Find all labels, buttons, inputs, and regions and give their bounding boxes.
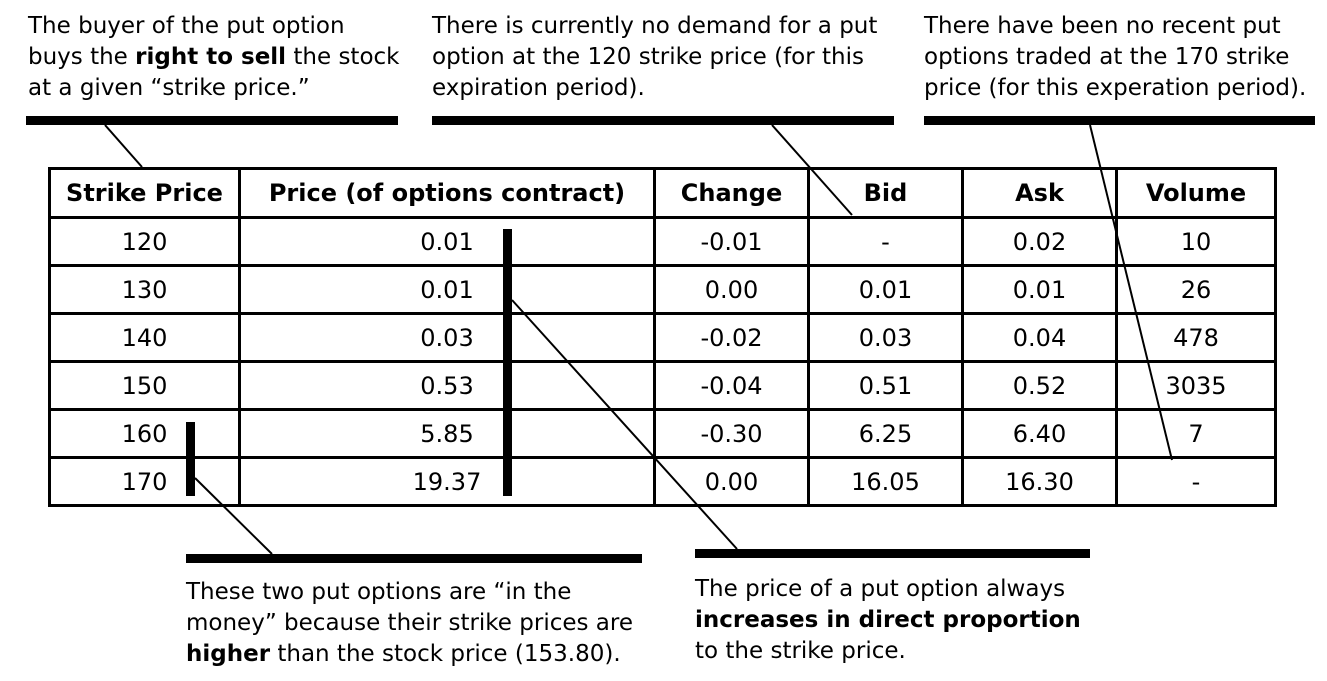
table-row: 130 0.01 0.00 0.01 0.01 26 (48, 264, 1277, 315)
table-row: 150 0.53 -0.04 0.51 0.52 3035 (48, 360, 1277, 411)
annotation-line: money” because their strike prices are (186, 610, 633, 636)
table-cell: 0.51 (807, 360, 964, 411)
table-cell: 6.40 (961, 408, 1118, 459)
callout-bar (924, 116, 1315, 125)
table-cell: 19.37 (238, 456, 656, 507)
annotation-text: than the stock price (153.80). (270, 641, 621, 667)
table-cell: 16.05 (807, 456, 964, 507)
annotation-put-buyer: The buyer of the put option buys the rig… (28, 11, 399, 104)
table-cell: 5.85 (238, 408, 656, 459)
column-header: Bid (807, 167, 964, 219)
table-cell: 16.30 (961, 456, 1118, 507)
table-row: 160 5.85 -0.30 6.25 6.40 7 (48, 408, 1277, 459)
table-cell: 3035 (1115, 360, 1277, 411)
annotation-line: The buyer of the put option (28, 13, 345, 39)
table-cell: 140 (48, 312, 241, 363)
column-header: Price (of options contract) (238, 167, 656, 219)
annotation-bold-text: increases in direct proportion (695, 607, 1081, 633)
table-cell: 160 (48, 408, 241, 459)
annotation-line: There have been no recent put (924, 13, 1281, 39)
table-header-row: Strike Price Price (of options contract)… (48, 167, 1277, 219)
annotation-line: increases in direct proportion (695, 605, 1081, 636)
table-cell: - (1115, 456, 1277, 507)
table-cell: 130 (48, 264, 241, 315)
table-cell: 0.01 (238, 216, 656, 267)
annotation-line: higher than the stock price (153.80). (186, 639, 633, 670)
annotation-line: buys the right to sell the stock (28, 42, 399, 73)
table-cell: -0.02 (653, 312, 810, 363)
table-cell: 0.00 (653, 264, 810, 315)
table-cell: 170 (48, 456, 241, 507)
table-cell: 0.03 (238, 312, 656, 363)
table-cell: -0.04 (653, 360, 810, 411)
table-cell: 0.02 (961, 216, 1118, 267)
table-cell: 0.01 (961, 264, 1118, 315)
annotation-text: buys the (28, 44, 136, 70)
annotation-line: price (for this experation period). (924, 75, 1307, 101)
price-column-bracket (503, 229, 512, 496)
column-header: Strike Price (48, 167, 241, 219)
annotation-in-the-money: These two put options are “in the money”… (186, 577, 633, 670)
callout-bar (26, 116, 398, 125)
annotation-bold-text: right to sell (135, 44, 287, 70)
annotation-bold-text: higher (186, 641, 271, 667)
table-cell: 0.04 (961, 312, 1118, 363)
annotation-no-demand: There is currently no demand for a put o… (432, 11, 877, 104)
table-cell: 0.53 (238, 360, 656, 411)
table-cell: 26 (1115, 264, 1277, 315)
table-cell: -0.01 (653, 216, 810, 267)
callout-bar (432, 116, 894, 125)
annotation-line: to the strike price. (695, 638, 906, 664)
table-cell: 7 (1115, 408, 1277, 459)
table-cell: 0.00 (653, 456, 810, 507)
put-options-table: Strike Price Price (of options contract)… (48, 167, 1277, 507)
annotation-line: expiration period). (432, 75, 645, 101)
table-cell: 0.01 (238, 264, 656, 315)
annotation-line: options traded at the 170 strike (924, 44, 1290, 70)
annotation-line: These two put options are “in the (186, 579, 572, 605)
annotation-text: the stock (286, 44, 400, 70)
in-the-money-bracket (186, 422, 195, 496)
annotation-line: The price of a put option always (695, 576, 1066, 602)
column-header: Volume (1115, 167, 1277, 219)
table-cell: 150 (48, 360, 241, 411)
annotation-price-proportion: The price of a put option always increas… (695, 574, 1081, 667)
leader-line (104, 124, 143, 168)
annotation-no-trades: There have been no recent put options tr… (924, 11, 1306, 104)
table-cell: 120 (48, 216, 241, 267)
annotation-line: at a given “strike price.” (28, 75, 310, 101)
table-cell: - (807, 216, 964, 267)
column-header: Change (653, 167, 810, 219)
table-cell: 478 (1115, 312, 1277, 363)
callout-bar (186, 554, 642, 563)
table-row: 170 19.37 0.00 16.05 16.30 - (48, 456, 1277, 507)
table-cell: -0.30 (653, 408, 810, 459)
table-cell: 0.03 (807, 312, 964, 363)
table-cell: 10 (1115, 216, 1277, 267)
table-row: 140 0.03 -0.02 0.03 0.04 478 (48, 312, 1277, 363)
table-cell: 6.25 (807, 408, 964, 459)
table-row: 120 0.01 -0.01 - 0.02 10 (48, 216, 1277, 267)
callout-bar (695, 549, 1090, 558)
annotation-line: option at the 120 strike price (for this (432, 44, 864, 70)
column-header: Ask (961, 167, 1118, 219)
table-cell: 0.01 (807, 264, 964, 315)
table-cell: 0.52 (961, 360, 1118, 411)
annotation-line: There is currently no demand for a put (432, 13, 878, 39)
